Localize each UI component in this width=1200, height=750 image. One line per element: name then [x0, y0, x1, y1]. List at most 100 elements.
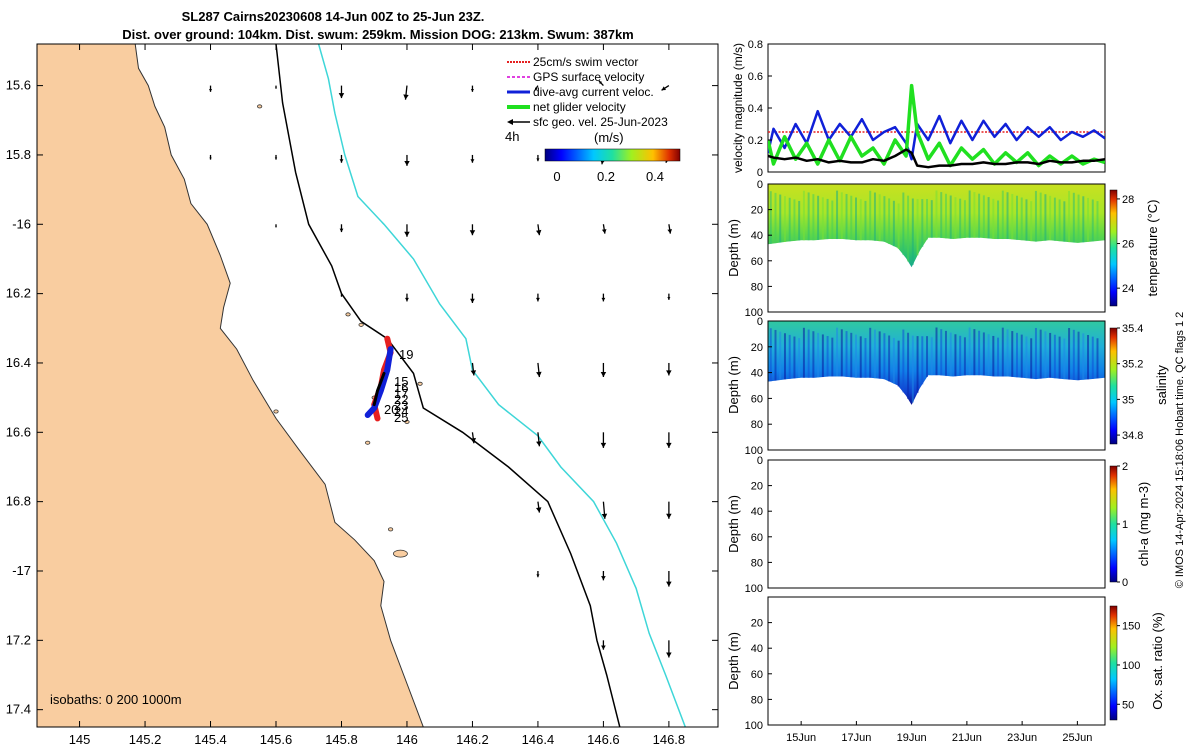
velocity-ylabel: velocity magnitude (m/s)	[731, 43, 745, 173]
velocity-y-tick-label: 0.8	[748, 39, 763, 51]
geo-vector-head	[601, 576, 606, 581]
island	[393, 549, 408, 558]
time-tick-label: 23Jun	[1007, 732, 1037, 744]
map-x-tick-label: 146.2	[456, 732, 489, 747]
geo-vector-head	[601, 229, 607, 234]
velocity-panel: 0 0.2 0.4 0.6 0.8 velocity magnitude (m/s)	[731, 39, 1106, 179]
day-label-3: 17	[394, 386, 408, 401]
salinity-ylabel: Depth (m)	[726, 356, 741, 414]
map-y-tick-label: 16.8	[6, 494, 31, 509]
map-frame	[36, 43, 719, 728]
colorbar-tick-label: 28	[1122, 194, 1134, 206]
map-x-tick-label: 145.4	[194, 732, 227, 747]
colorbar-tick-1: 0.2	[597, 169, 615, 184]
isobath-200m	[275, 44, 621, 727]
map-y-tick-label: 15.8	[6, 147, 31, 162]
geo-vector-head	[275, 87, 277, 89]
geo-vector-head	[666, 652, 672, 658]
geo-vector-head	[599, 80, 603, 85]
depth-tick-label: 60	[751, 256, 763, 268]
colorbar-tick-label: 35.2	[1122, 359, 1143, 371]
geo-vector-head	[404, 231, 410, 237]
velocity-series	[768, 83, 1105, 169]
depth-tick-label: 80	[751, 419, 763, 431]
map-y-tick-label: 17.2	[6, 632, 31, 647]
depth-tick-label: 100	[745, 720, 763, 732]
map-x-tick-label: 146.6	[587, 732, 620, 747]
geo-vector-head	[536, 441, 542, 447]
day-label-1: 15	[394, 374, 408, 389]
map-x-tick-label: 146.8	[653, 732, 686, 747]
velocity-y-tick-label: 0	[757, 167, 763, 179]
colorbar-tick-label: 24	[1122, 283, 1134, 295]
island	[404, 419, 410, 424]
geo-vector-head	[209, 89, 213, 92]
salinity-frame	[767, 320, 1106, 451]
map-y-ticks: 15.6 15.8 -16 16.2 16.4 16.6 16.8 -17 17.2 17.4	[6, 78, 718, 717]
map-x-tick-label: 145.6	[260, 732, 293, 747]
oxygen-frame	[767, 596, 1106, 726]
map-x-ticks: 145 145.2 145.4 145.6 145.8 146 146.2 146.4 146.…	[69, 44, 685, 747]
salinity-colorbar-label: salinity	[1154, 365, 1169, 405]
map-y-tick-label: 16.6	[6, 424, 31, 439]
velocity-y-tick-label: 0.6	[748, 71, 763, 83]
legend-geo: sfc geo. vel. 25-Jun-2023	[507, 115, 668, 129]
geo-vector-head	[600, 372, 607, 377]
isobath-1000m	[317, 44, 687, 727]
land-area	[37, 44, 424, 727]
map-x-tick-label: 145.2	[129, 732, 162, 747]
colorbar-tick-label: 2	[1122, 461, 1128, 473]
chla-panel: 0 20 40 60 80 100 Depth (m) 2 1 0 chl-a (mg m-3…	[726, 455, 1151, 595]
temperature-ylabel: Depth (m)	[726, 219, 741, 277]
depth-tick-label: 60	[751, 669, 763, 681]
island	[358, 322, 364, 327]
geo-vector-head	[470, 89, 474, 92]
depth-tick-label: 20	[751, 342, 763, 354]
day-label-6: 24	[394, 404, 408, 419]
oxygen-ylabel: Depth (m)	[726, 632, 741, 690]
geo-vector-head	[661, 86, 666, 91]
legend-swim: 25cm/s swim vector	[507, 55, 638, 69]
geo-vector-head	[470, 370, 477, 376]
map-y-tick-label: 16.2	[6, 286, 31, 301]
geo-vector-head	[404, 161, 410, 166]
track-diveavg	[364, 346, 394, 418]
geo-vector-head	[275, 226, 277, 228]
chla-colorbar-label: chl-a (mg m-3)	[1136, 482, 1151, 567]
map-x-tick-label: 146.4	[522, 732, 555, 747]
depth-tick-label: 0	[757, 179, 763, 191]
salinity-colorbar-ticks: 35.4 35.2 35 34.8	[1117, 323, 1143, 442]
geo-velocity-vectors	[209, 80, 672, 658]
map-x-tick-label: 145	[69, 732, 91, 747]
depth-tick-label: 60	[751, 532, 763, 544]
depth-tick-label: 20	[751, 205, 763, 217]
chla-frame	[767, 459, 1106, 589]
geo-vector-head	[666, 442, 672, 448]
geo-vector-head	[601, 297, 606, 302]
oxygen-y-ticks: 20 40 60 80 100	[745, 618, 772, 732]
day-label-7: 25	[394, 410, 408, 425]
geo-vector-head	[667, 297, 671, 300]
geo-vector-head	[666, 513, 672, 519]
glider-track	[364, 335, 394, 422]
colorbar-tick-2: 0.4	[646, 169, 664, 184]
depth-tick-label: 40	[751, 230, 763, 242]
time-tick-label: 25Jun	[1062, 732, 1092, 744]
legend-gps: GPS surface velocity	[507, 70, 644, 84]
day-label-4: 22	[394, 392, 408, 407]
legend-geo-label: sfc geo. vel. 25-Jun-2023	[533, 115, 668, 129]
colorbar-tick-label: 100	[1122, 660, 1140, 672]
chla-colorbar-ticks: 2 1 0	[1117, 461, 1128, 589]
geo-vector-head	[209, 157, 212, 160]
map-x-tick-label: 146	[396, 732, 418, 747]
geo-vector-head	[340, 295, 343, 297]
time-tick-label: 19Jun	[897, 732, 927, 744]
geo-vector-head	[535, 87, 538, 91]
legend-diveavg-label: dive-avg current veloc.	[533, 85, 654, 99]
depth-tick-label: 40	[751, 643, 763, 655]
day-label-8: 20	[384, 402, 398, 417]
salinity-panel: 0 20 40 60 80 100 Depth (m) 35.4 35.2 35 34.8 sa…	[726, 316, 1169, 457]
time-tick-label: 21Jun	[952, 732, 982, 744]
geo-vector-head	[469, 230, 476, 236]
